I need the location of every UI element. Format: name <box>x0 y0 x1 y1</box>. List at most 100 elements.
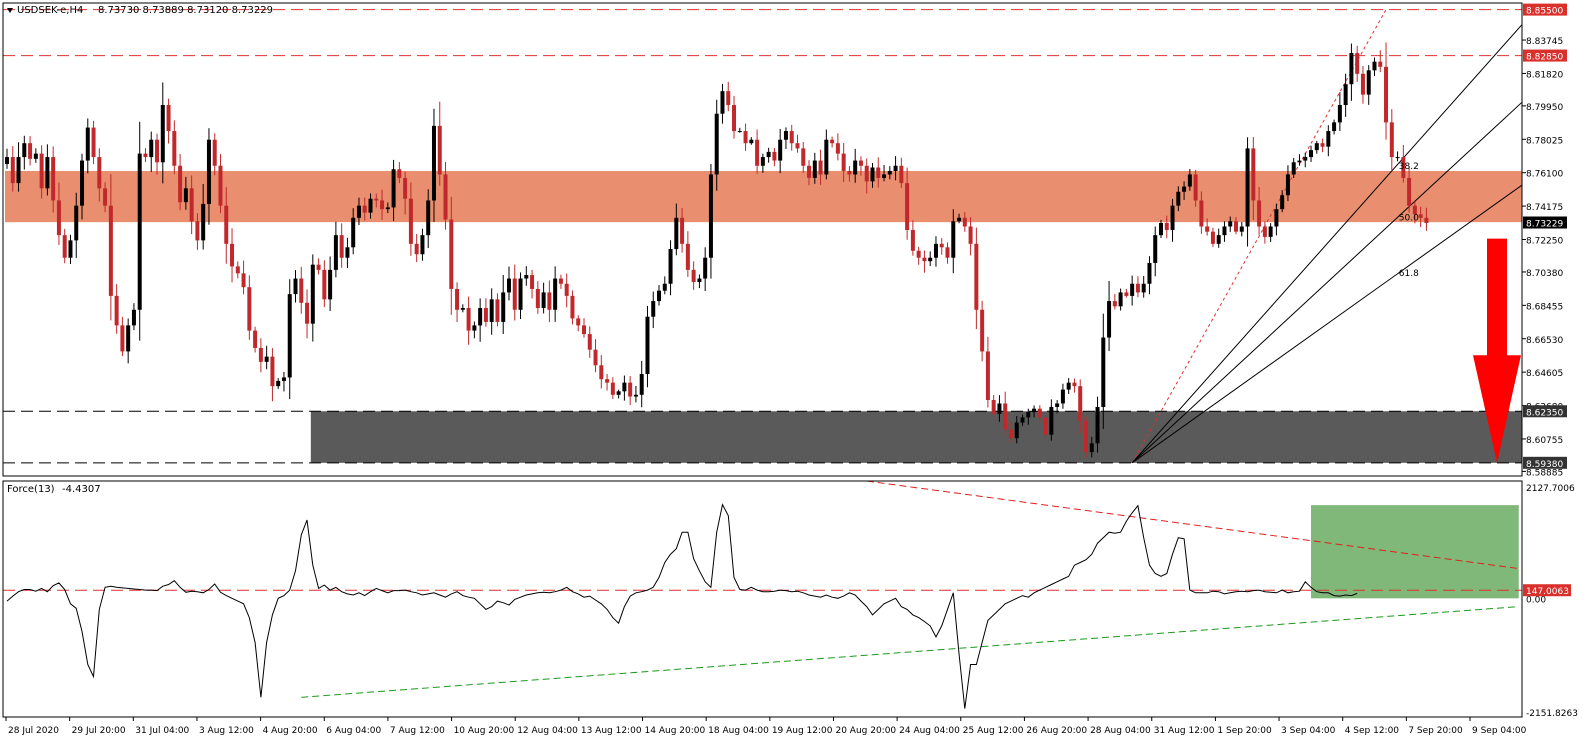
candle-body <box>270 356 275 387</box>
candle <box>737 127 742 133</box>
candle <box>743 123 748 151</box>
candle-body <box>1147 262 1152 284</box>
candle <box>1159 220 1163 238</box>
candle <box>305 289 310 339</box>
candle-body <box>1389 122 1394 158</box>
candle-body <box>1280 195 1285 210</box>
candle <box>628 376 633 406</box>
fib-fan-line-50.0 <box>1131 101 1522 464</box>
fib-label: 38.2 <box>1399 162 1419 172</box>
candle <box>760 153 765 173</box>
candle <box>235 261 240 279</box>
candle-body <box>535 288 540 309</box>
candle-body <box>951 221 956 258</box>
candle <box>818 149 823 185</box>
candle <box>431 108 436 222</box>
candle-body <box>408 198 413 244</box>
price-tick-label: 8.58885 <box>1526 468 1563 478</box>
candle <box>1003 391 1008 436</box>
candle <box>201 184 206 250</box>
candle-body <box>980 309 985 352</box>
candle-body <box>403 177 408 199</box>
candle <box>1337 92 1342 131</box>
candle <box>1008 422 1013 442</box>
candle-body <box>610 382 615 395</box>
candle <box>85 118 90 174</box>
time-tick-label: 28 Aug 04:00 <box>1090 726 1151 736</box>
candle <box>1124 289 1129 298</box>
symbol-label: USDSEK-e,H4 <box>17 5 83 16</box>
candle <box>1245 137 1250 247</box>
candle-body <box>339 235 344 258</box>
indicator-header: Force(13) -4.4307 <box>7 484 101 495</box>
candle <box>460 304 465 313</box>
candle <box>420 228 425 261</box>
candle <box>51 146 56 213</box>
candle-body <box>1320 143 1325 147</box>
price-label-text: 8.62350 <box>1526 408 1563 418</box>
candle <box>1153 226 1158 277</box>
candle <box>33 148 38 163</box>
candle <box>732 96 737 139</box>
candle <box>1378 50 1383 73</box>
candle-body <box>870 167 875 182</box>
candle-body <box>258 347 263 362</box>
price-label-text: 8.59380 <box>1526 460 1563 470</box>
force-axis: 2127.7006 0.00 -2151.8263 147.0063 <box>1523 484 1578 719</box>
candle-body <box>910 229 915 251</box>
candle <box>103 182 108 213</box>
candle-body <box>1032 408 1037 413</box>
candle <box>1170 198 1175 242</box>
candle <box>1280 190 1285 213</box>
candle <box>928 251 933 267</box>
candle <box>264 345 269 370</box>
candle <box>178 153 183 211</box>
candle-body <box>599 365 604 380</box>
candle-body <box>633 394 638 397</box>
candle-body <box>1326 131 1331 147</box>
candle <box>939 238 944 255</box>
time-tick-label: 25 Aug 12:00 <box>963 726 1024 736</box>
candle <box>985 336 990 408</box>
price-label-box <box>1523 3 1567 16</box>
candle <box>403 171 408 215</box>
candle <box>299 266 304 314</box>
candle-body <box>1003 403 1008 430</box>
candle-body <box>1418 214 1423 218</box>
candle-body <box>564 283 569 296</box>
candle <box>910 220 915 256</box>
candle <box>1389 109 1394 171</box>
candle <box>483 298 488 327</box>
candle-body <box>172 131 177 166</box>
candle-body <box>293 278 298 295</box>
candle-body <box>281 377 286 381</box>
candle <box>80 153 85 220</box>
candle-body <box>1014 422 1019 439</box>
candle <box>755 129 760 174</box>
candle-body <box>333 235 338 270</box>
candle <box>968 217 973 256</box>
candle-body <box>1355 52 1360 74</box>
candle-body <box>841 153 846 171</box>
fib-fan-line-61.8 <box>1131 184 1522 464</box>
candle-body <box>247 287 252 331</box>
candle-body <box>1378 61 1383 67</box>
candle-body <box>708 174 713 258</box>
candle-body <box>657 290 662 302</box>
candle <box>56 182 61 245</box>
candle <box>680 207 685 253</box>
price-panel-zones <box>3 9 1522 464</box>
candle-body <box>91 127 96 158</box>
candle-body <box>299 278 304 303</box>
collapse-triangle-icon[interactable] <box>7 8 13 13</box>
candle-body <box>22 143 27 158</box>
price-label: 8.59380 <box>1523 456 1567 470</box>
candle-body <box>183 188 188 203</box>
price-tick-label: 8.60755 <box>1526 436 1563 446</box>
candle-body <box>1205 226 1210 232</box>
time-tick-label: 12 Aug 04:00 <box>517 726 578 736</box>
candle-body <box>772 151 777 161</box>
candle <box>1026 408 1031 425</box>
